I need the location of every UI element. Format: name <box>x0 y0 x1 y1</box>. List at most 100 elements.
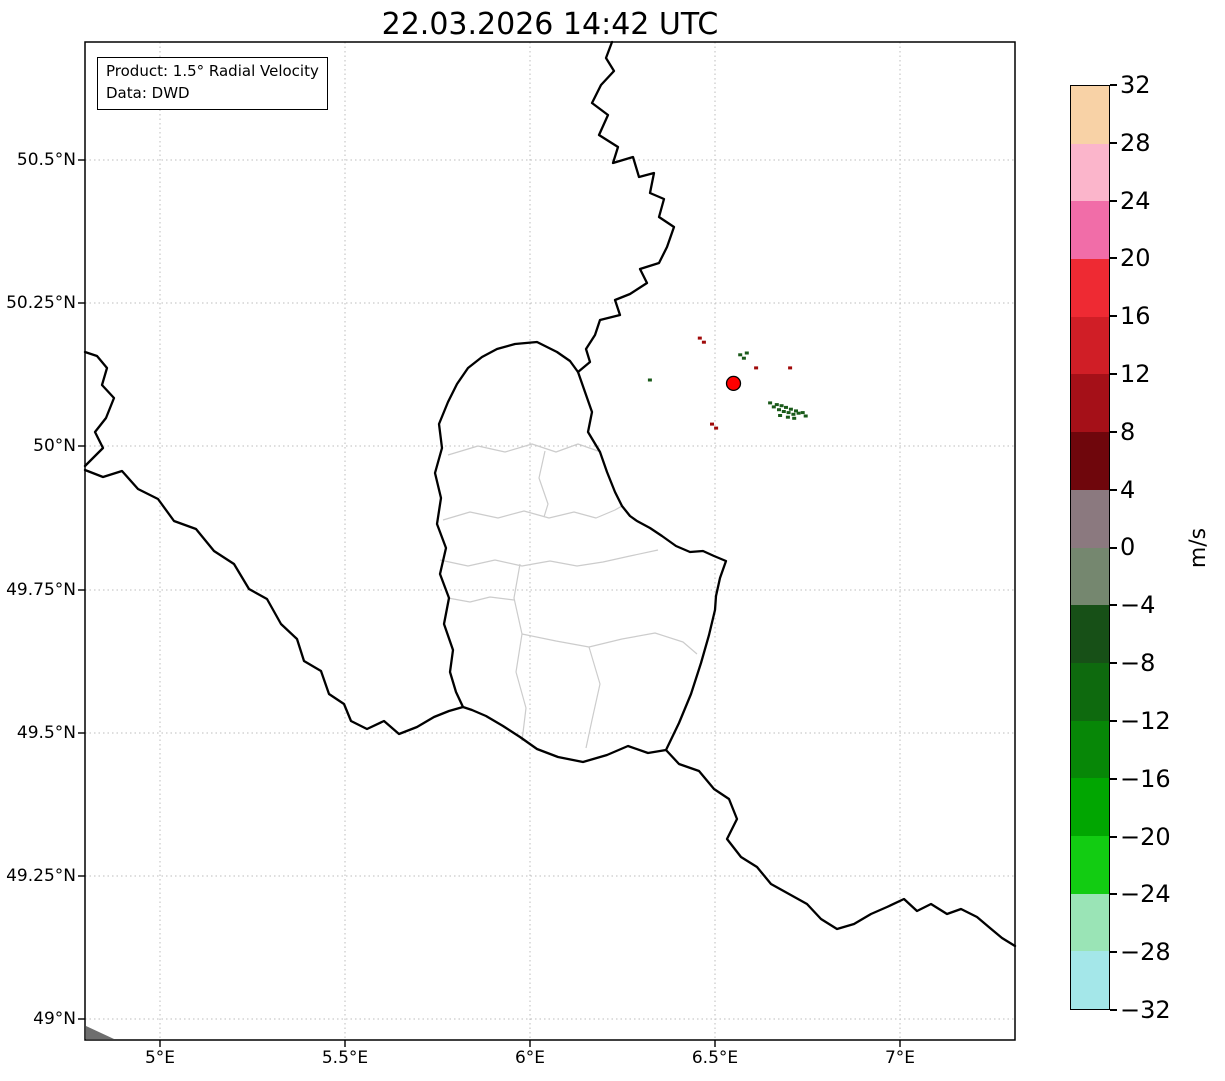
x-tick-label: 5°E <box>144 1048 176 1068</box>
colorbar-tick-mark <box>1110 373 1117 376</box>
radar-echo <box>792 416 797 420</box>
colorbar-tick-label: 8 <box>1120 418 1136 446</box>
district-border-line <box>447 596 515 603</box>
colorbar-segment <box>1071 835 1109 894</box>
radar-echo <box>794 409 798 413</box>
colorbar-tick-mark <box>1110 141 1117 144</box>
radar-echo <box>788 407 793 411</box>
radar-echo <box>786 411 791 415</box>
colorbar-tick-label: 0 <box>1120 533 1136 561</box>
border-west-salient <box>83 350 116 468</box>
radar-echo <box>714 426 719 430</box>
district-border-line <box>585 646 601 749</box>
colorbar-tick-mark <box>1110 719 1117 722</box>
radar-echo <box>781 410 786 413</box>
radar-echo <box>800 411 805 415</box>
colorbar-tick-label: −32 <box>1120 996 1171 1024</box>
radar-echo <box>701 340 706 344</box>
colorbar-tick-mark <box>1110 662 1117 665</box>
x-tick-label: 7°E <box>884 1048 916 1068</box>
radar-echo <box>697 336 702 340</box>
district-border-line <box>521 632 698 655</box>
colorbar-tick-mark <box>1110 893 1117 896</box>
colorbar-tick-label: 16 <box>1120 302 1151 330</box>
radar-echo <box>777 408 781 412</box>
axis-tick-marks <box>78 159 901 1047</box>
radar-echo <box>784 405 788 409</box>
colorbar-tick-label: 4 <box>1120 476 1136 504</box>
colorbar-segment <box>1071 432 1109 490</box>
colorbar-tick-label: 32 <box>1120 71 1151 99</box>
colorbar-segment <box>1071 143 1109 202</box>
x-tick-label: 6.5°E <box>691 1048 739 1068</box>
colorbar-segment <box>1071 547 1109 606</box>
colorbar-tick-label: −8 <box>1120 649 1156 677</box>
y-tick-label: 50.5°N <box>16 150 76 170</box>
colorbar-segments <box>1071 86 1109 1009</box>
colorbar-segment <box>1071 489 1109 548</box>
colorbar-tick-mark <box>1110 835 1117 838</box>
colorbar-tick-label: 28 <box>1120 129 1151 157</box>
radar-echo <box>738 353 743 357</box>
colorbar-tick-label: −4 <box>1120 591 1156 619</box>
colorbar-segment <box>1071 662 1109 721</box>
border-luxembourg <box>433 340 728 764</box>
colorbar-tick-mark <box>1110 199 1117 202</box>
district-border-line <box>442 505 623 521</box>
colorbar-tick-mark <box>1110 315 1117 318</box>
colorbar-tick-mark <box>1110 1009 1117 1011</box>
colorbar-tick-label: 12 <box>1120 360 1151 388</box>
gridlines <box>85 42 1015 1040</box>
colorbar-tick-mark <box>1110 604 1117 607</box>
radar-echo <box>647 378 652 382</box>
border-germany-belgium <box>576 40 676 374</box>
border-france-germany <box>664 748 1017 948</box>
plot-frame <box>84 41 1016 1041</box>
radar-echo <box>710 422 714 426</box>
colorbar <box>1070 85 1110 1010</box>
district-border-line <box>538 450 549 518</box>
radar-echo <box>788 366 793 370</box>
colorbar-tick-mark <box>1110 84 1117 86</box>
data-source-label: Data: DWD <box>106 83 190 102</box>
colorbar-segment <box>1071 374 1109 433</box>
colorbar-tick-mark <box>1110 430 1117 433</box>
radar-echo <box>796 411 801 415</box>
colorbar-tick-label: 20 <box>1120 244 1151 272</box>
colorbar-tick-mark <box>1110 777 1117 780</box>
y-tick-label: 49.75°N <box>6 580 76 600</box>
radar-echo <box>778 414 783 417</box>
radar-echo <box>771 405 776 409</box>
colorbar-segment <box>1071 201 1109 260</box>
district-border-line <box>439 549 659 567</box>
y-tick-label: 49°N <box>33 1009 76 1029</box>
country-borders <box>83 40 1017 948</box>
radar-echoes <box>647 336 808 430</box>
colorbar-unit-label: m/s <box>1186 527 1211 569</box>
district-border-line <box>447 443 599 456</box>
y-tick-label: 49.25°N <box>6 866 76 886</box>
radar-echo <box>744 351 749 355</box>
product-info-box: Product: 1.5° Radial Velocity Data: DWD <box>97 57 328 110</box>
colorbar-tick-mark <box>1110 951 1117 954</box>
product-label: Product: 1.5° Radial Velocity <box>106 62 319 80</box>
radar-echo <box>785 415 790 419</box>
colorbar-segment <box>1071 893 1109 952</box>
colorbar-segment <box>1071 951 1109 1009</box>
radar-echo <box>754 366 759 370</box>
colorbar-segment <box>1071 605 1109 663</box>
radar-echo <box>768 401 773 405</box>
plot-title: 22.03.2026 14:42 UTC <box>381 7 719 42</box>
colorbar-segment <box>1071 720 1109 779</box>
y-tick-label: 50.25°N <box>6 293 76 313</box>
radar-echo <box>741 356 746 360</box>
colorbar-tick-label: −24 <box>1120 880 1171 908</box>
colorbar-tick-label: −28 <box>1120 938 1171 966</box>
radar-echo <box>779 404 784 408</box>
radar-echo <box>791 412 796 416</box>
colorbar-tick-mark <box>1110 488 1117 491</box>
colorbar-tick-mark <box>1110 257 1117 260</box>
y-tick-label: 50°N <box>33 436 76 456</box>
